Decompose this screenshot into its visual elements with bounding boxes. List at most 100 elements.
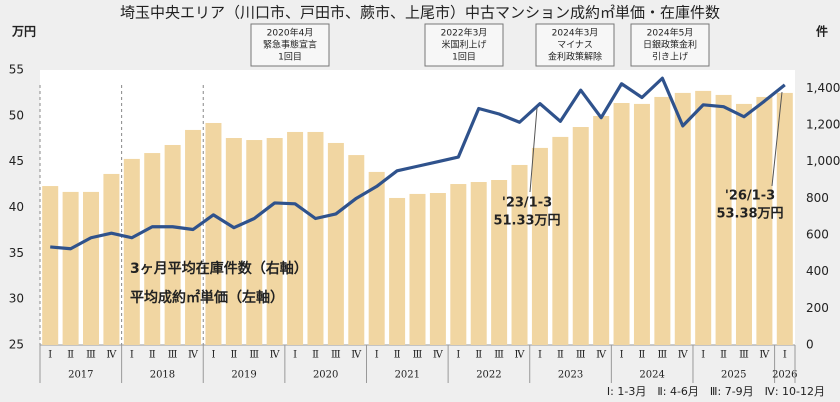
year-label: 2018 — [150, 370, 175, 381]
bar — [123, 158, 140, 345]
bar — [83, 191, 100, 345]
x-tick-label: Ⅰ — [293, 350, 297, 361]
callout-text: 51.33万円 — [493, 214, 560, 229]
line — [50, 76, 786, 251]
x-tick-label: Ⅳ — [515, 350, 526, 361]
y2-unit: 件 — [816, 24, 828, 39]
bar — [307, 131, 324, 345]
event-box — [535, 23, 615, 67]
bar — [266, 138, 283, 345]
y-tick-label: 25 — [9, 338, 24, 352]
bar — [695, 90, 712, 346]
chart-title: 埼玉中央エリア（川口市、戸田市、蕨市、上尾市）中古マンション成約㎡単価・在庫件数 — [120, 4, 720, 22]
x-tick-label: Ⅱ — [67, 350, 74, 361]
bar — [368, 171, 385, 345]
bar — [654, 96, 671, 345]
event-text: 1回目 — [452, 52, 476, 63]
event-text: 引き上げ — [652, 52, 688, 63]
x-tick-label: Ⅲ — [168, 350, 178, 361]
y-tick-label: 45 — [9, 154, 24, 168]
bar — [389, 197, 406, 345]
bar — [185, 129, 202, 345]
year-label: 2017 — [68, 370, 93, 381]
x-tick-label: Ⅳ — [678, 350, 689, 361]
x-tick-label: Ⅰ — [130, 350, 134, 361]
event-text: 1回目 — [278, 52, 302, 63]
bar — [144, 153, 161, 345]
bar — [674, 92, 691, 346]
footnote: Ⅰ: 1-3月 Ⅱ: 4-6月 Ⅲ: 7-9月 Ⅳ: 10-12月 — [607, 385, 825, 398]
callout-text: '26/1-3 — [725, 189, 775, 204]
x-tick-label: Ⅲ — [331, 350, 341, 361]
event-text: 2020年4月 — [267, 27, 314, 39]
bar — [348, 155, 365, 345]
event-text: 2024年3月 — [552, 27, 599, 39]
year-label: 2022 — [476, 370, 501, 381]
x-tick-label: Ⅳ — [351, 350, 362, 361]
x-tick-label: Ⅳ — [596, 350, 607, 361]
event-box — [250, 23, 330, 67]
bar — [429, 193, 446, 345]
y-tick-label: 55 — [9, 63, 24, 77]
x-tick-label: Ⅲ — [413, 350, 423, 361]
callout-leader — [771, 91, 783, 187]
bar — [776, 92, 793, 346]
y-tick-label: 35 — [9, 246, 24, 260]
x-tick-label: Ⅰ — [783, 350, 787, 361]
x-tick-label: Ⅱ — [230, 350, 237, 361]
bar — [572, 127, 589, 346]
bar — [633, 103, 650, 346]
event-text: 2022年3月 — [441, 27, 488, 39]
x-tick-label: Ⅲ — [86, 350, 96, 361]
x-tick-label: Ⅱ — [557, 350, 564, 361]
event-text: マイナス — [557, 40, 593, 51]
bar — [511, 164, 528, 345]
y2-tick-label: 1,400 — [806, 81, 840, 95]
event-text: 2024年5月 — [647, 27, 694, 39]
year-label: 2023 — [558, 370, 583, 381]
y-tick-label: 50 — [9, 108, 24, 122]
legend-label: 3ヶ月平均在庫件数（右軸） — [130, 260, 308, 277]
bar — [42, 186, 59, 345]
bar — [735, 103, 752, 346]
event-box — [424, 23, 504, 67]
year-label: 2019 — [231, 370, 256, 381]
bar — [287, 131, 304, 345]
bar — [756, 96, 773, 345]
bar — [531, 147, 548, 345]
x-tick-label: Ⅲ — [658, 350, 668, 361]
x-tick-label: Ⅰ — [375, 350, 379, 361]
x-tick-label: Ⅲ — [494, 350, 504, 361]
bar — [450, 184, 467, 345]
x-tick-label: Ⅰ — [620, 350, 624, 361]
y2-tick-label: 1,000 — [806, 154, 840, 168]
x-tick-label: Ⅳ — [433, 350, 444, 361]
bar — [491, 180, 508, 345]
x-tick-label: Ⅰ — [538, 350, 542, 361]
bar — [409, 193, 426, 345]
x-tick-label: Ⅳ — [188, 350, 199, 361]
bar — [62, 191, 79, 345]
bar — [246, 140, 263, 345]
x-tick-label: Ⅰ — [456, 350, 460, 361]
event-box — [630, 23, 710, 67]
year-label: 2021 — [395, 370, 420, 381]
x-tick-label: Ⅱ — [720, 350, 727, 361]
y2-tick-label: 1,200 — [806, 118, 840, 132]
y2-tick-label: 800 — [806, 191, 829, 205]
x-tick-label: Ⅲ — [576, 350, 586, 361]
legend-label: 平均成約㎡単価（左軸） — [130, 289, 284, 306]
event-text: 緊急事態宣言 — [263, 39, 317, 51]
bar — [103, 173, 120, 345]
year-label: 2026 — [772, 370, 797, 381]
bar — [470, 182, 487, 345]
x-tick-label: Ⅱ — [475, 350, 482, 361]
y2-tick-label: 200 — [806, 301, 829, 315]
callout-text: '23/1-3 — [502, 196, 552, 211]
x-tick-label: Ⅱ — [312, 350, 319, 361]
y2-tick-label: 600 — [806, 228, 829, 242]
year-label: 2024 — [639, 370, 664, 381]
y2-tick-label: 400 — [806, 264, 829, 278]
bar — [205, 122, 222, 345]
